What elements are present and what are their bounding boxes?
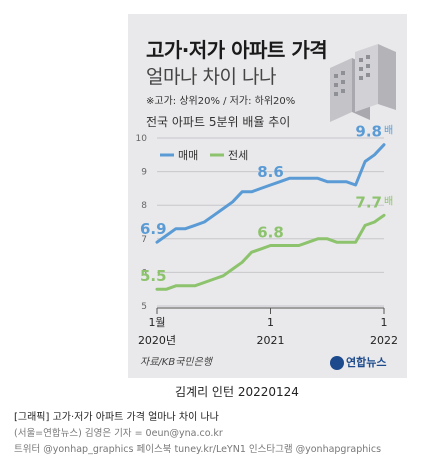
data-label-unit: 배 <box>384 195 393 207</box>
data-label: 8.6 <box>257 163 284 181</box>
x-tick-label: 1 <box>267 316 274 329</box>
yonhap-logo-icon <box>330 356 344 370</box>
chart-description: 전국 아파트 5분위 배율 추이 <box>146 115 291 129</box>
author-line: 김계리 인턴 20220124 <box>175 385 299 399</box>
yonhap-logo: 연합뉴스 <box>330 354 386 370</box>
chart-note: ※고가: 상위20% / 저가: 하위20% <box>146 96 296 107</box>
chart-title: 고가·저가 아파트 가격 <box>146 38 328 62</box>
data-label-unit: 배 <box>384 125 393 137</box>
y-tick-label: 8 <box>141 201 147 211</box>
y-tick-label: 7 <box>141 235 147 245</box>
x-tick-label: 1 <box>381 316 388 329</box>
source-text: 자료/KB국민은행 <box>140 357 212 368</box>
data-label: 6.9 <box>140 220 167 238</box>
data-label: 9.8 <box>355 123 382 141</box>
caption-title: [그래픽] 고가·저가 아파트 가격 얼마나 차이 나나 <box>14 412 219 423</box>
caption-social: 트위터 @yonhap_graphics 페이스북 tuney.kr/LeYN1… <box>14 444 382 455</box>
legend-label: 전세 <box>228 149 248 162</box>
building-illustration <box>330 44 396 122</box>
y-tick-label: 5 <box>141 302 147 312</box>
legend-label: 매매 <box>178 149 198 162</box>
y-tick-label: 10 <box>136 134 148 144</box>
caption-credit: (서울=연합뉴스) 김영은 기자 = 0eun@yna.co.kr <box>14 428 223 439</box>
data-label: 5.5 <box>140 267 167 285</box>
x-tick-year-label: 2020년 <box>138 334 176 347</box>
y-tick-label: 9 <box>141 168 147 178</box>
series-line-전세 <box>155 213 386 291</box>
data-label: 7.7 <box>355 193 382 211</box>
y-tick-label: 6 <box>141 268 147 278</box>
series-line-매매 <box>155 143 386 244</box>
logo-text: 연합뉴스 <box>346 356 387 369</box>
x-tick-year-label: 2022 <box>370 334 398 347</box>
data-label: 6.8 <box>257 224 284 242</box>
chart-subtitle: 얼마나 차이 나나 <box>146 66 276 88</box>
x-tick-label: 1월 <box>148 316 165 329</box>
x-tick-year-label: 2021 <box>257 334 285 347</box>
